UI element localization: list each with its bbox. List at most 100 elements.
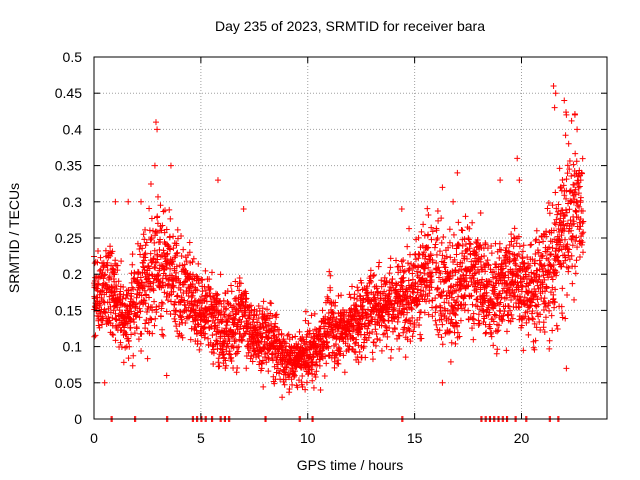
data-point bbox=[153, 309, 160, 316]
data-point bbox=[332, 352, 339, 359]
data-point bbox=[432, 241, 439, 248]
data-point bbox=[533, 236, 540, 243]
data-point-extreme bbox=[125, 198, 132, 205]
data-point bbox=[171, 315, 178, 322]
data-point bbox=[571, 181, 578, 188]
data-point bbox=[94, 312, 101, 319]
data-point bbox=[233, 369, 240, 376]
data-point bbox=[579, 239, 586, 246]
data-point bbox=[126, 343, 133, 350]
data-point-extreme bbox=[152, 119, 159, 126]
data-point bbox=[351, 348, 358, 355]
data-point bbox=[96, 324, 103, 331]
data-point bbox=[487, 325, 494, 332]
data-point bbox=[526, 316, 533, 323]
data-point bbox=[130, 352, 137, 359]
data-point bbox=[139, 245, 146, 252]
data-point bbox=[163, 226, 170, 233]
x-tick-label: 10 bbox=[300, 430, 316, 446]
data-point bbox=[207, 293, 214, 300]
data-point bbox=[461, 293, 468, 300]
data-point bbox=[331, 364, 338, 371]
data-point bbox=[169, 283, 176, 290]
data-point bbox=[490, 318, 497, 325]
data-point bbox=[395, 314, 402, 321]
data-point bbox=[456, 286, 463, 293]
data-point bbox=[180, 246, 187, 253]
data-point bbox=[438, 239, 445, 246]
data-point bbox=[433, 227, 440, 234]
data-point bbox=[475, 311, 482, 318]
data-point bbox=[452, 269, 459, 276]
data-point bbox=[333, 351, 340, 358]
data-point bbox=[542, 288, 549, 295]
data-point bbox=[536, 273, 543, 280]
data-point bbox=[229, 343, 236, 350]
data-point bbox=[439, 321, 446, 328]
data-point bbox=[572, 263, 579, 270]
data-point bbox=[490, 342, 497, 349]
data-point bbox=[409, 270, 416, 277]
data-point bbox=[429, 259, 436, 266]
data-point bbox=[513, 262, 520, 269]
data-point bbox=[332, 341, 339, 348]
data-point bbox=[495, 327, 502, 334]
data-point bbox=[501, 258, 508, 265]
data-point bbox=[327, 321, 334, 328]
data-point bbox=[154, 271, 161, 278]
data-point bbox=[254, 336, 261, 343]
data-point bbox=[495, 322, 502, 329]
data-point bbox=[433, 303, 440, 310]
data-point bbox=[421, 270, 428, 277]
data-point bbox=[258, 360, 265, 367]
data-point bbox=[465, 235, 472, 242]
data-point bbox=[371, 272, 378, 279]
data-point bbox=[232, 311, 239, 318]
data-point bbox=[102, 310, 109, 317]
data-point bbox=[341, 314, 348, 321]
data-point bbox=[563, 195, 570, 202]
data-point bbox=[577, 194, 584, 201]
data-point bbox=[396, 303, 403, 310]
data-point bbox=[186, 275, 193, 282]
data-point bbox=[554, 257, 561, 264]
data-point bbox=[228, 288, 235, 295]
data-point bbox=[223, 319, 230, 326]
y-tick-label: 0.25 bbox=[55, 230, 82, 246]
data-point bbox=[578, 241, 585, 248]
data-point bbox=[415, 250, 422, 257]
data-point bbox=[151, 239, 158, 246]
data-point bbox=[300, 353, 307, 360]
data-point bbox=[573, 257, 580, 264]
data-point bbox=[202, 330, 209, 337]
data-point bbox=[124, 292, 131, 299]
data-point-extreme bbox=[154, 126, 161, 133]
data-point bbox=[565, 140, 572, 147]
data-point bbox=[527, 242, 534, 249]
data-point bbox=[399, 278, 406, 285]
data-point bbox=[281, 338, 288, 345]
data-point bbox=[558, 263, 565, 270]
data-point bbox=[579, 208, 586, 215]
data-point bbox=[130, 316, 137, 323]
data-point bbox=[155, 272, 162, 279]
data-point bbox=[196, 346, 203, 353]
data-point bbox=[561, 236, 568, 243]
data-point bbox=[127, 324, 134, 331]
data-point bbox=[521, 301, 528, 308]
data-point bbox=[359, 312, 366, 319]
data-point bbox=[575, 184, 582, 191]
data-point bbox=[398, 258, 405, 265]
data-point bbox=[154, 229, 161, 236]
data-point bbox=[539, 252, 546, 259]
data-point bbox=[572, 207, 579, 214]
data-point bbox=[511, 225, 518, 232]
data-point bbox=[143, 309, 150, 316]
data-point bbox=[579, 230, 586, 237]
data-point bbox=[173, 263, 180, 270]
data-point bbox=[178, 316, 185, 323]
data-point bbox=[110, 331, 117, 338]
data-point bbox=[526, 288, 533, 295]
data-point bbox=[516, 304, 523, 311]
data-point bbox=[483, 329, 490, 336]
